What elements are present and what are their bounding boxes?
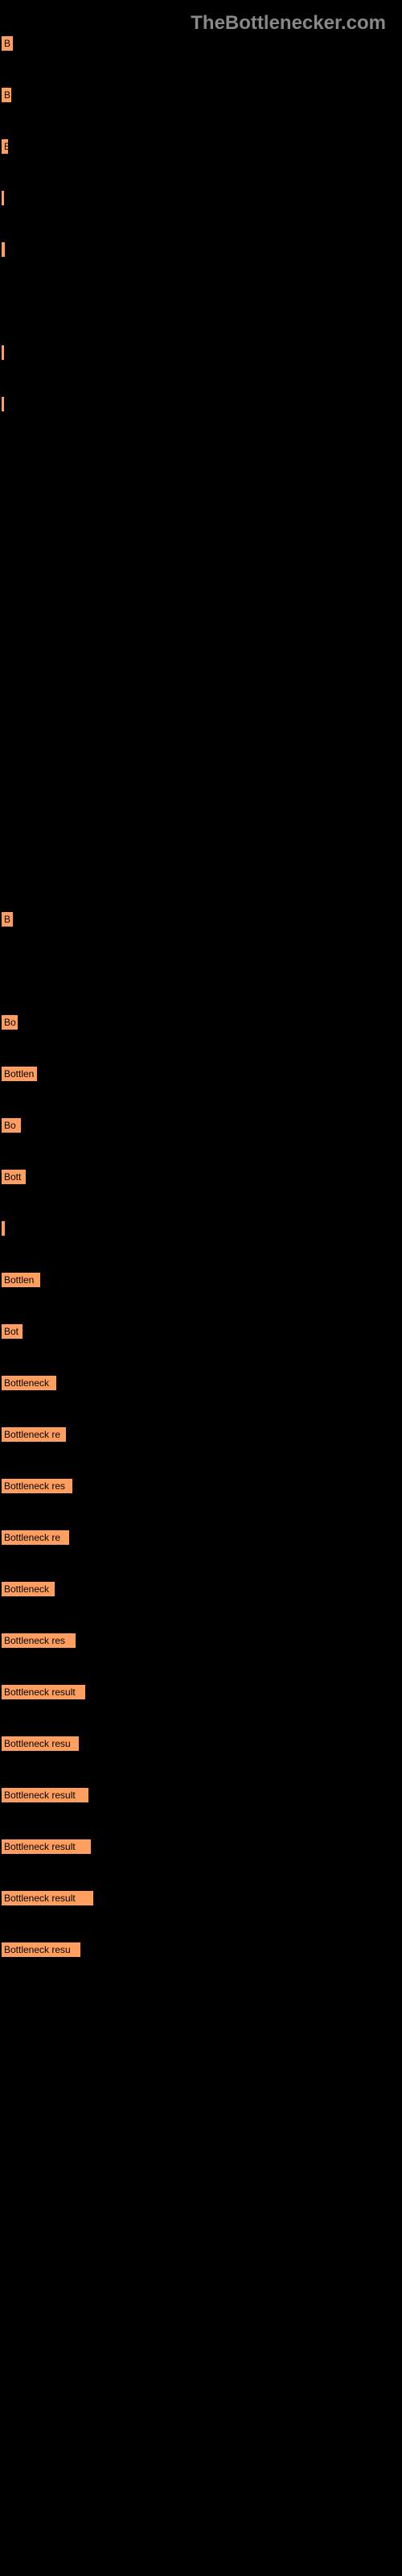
watermark-text: TheBottlenecker.com — [0, 0, 402, 35]
bar-row — [0, 601, 402, 619]
bar-row: Bottleneck result — [0, 1683, 402, 1701]
bar-row — [0, 756, 402, 774]
bar-row: Bottleneck res — [0, 1477, 402, 1495]
bar-row: Bottleneck res — [0, 1632, 402, 1649]
empty-bar — [0, 601, 402, 619]
bar-row: Bottleneck result — [0, 1786, 402, 1804]
chart-bar: Bottleneck re — [0, 1426, 68, 1443]
bar-row: B — [0, 138, 402, 155]
bar-row: Bo — [0, 1117, 402, 1134]
empty-bar — [0, 447, 402, 464]
chart-bar: Bottleneck res — [0, 1477, 74, 1495]
empty-bar — [0, 704, 402, 722]
chart-bar — [0, 241, 6, 258]
chart-bar: Bottleneck resu — [0, 1735, 80, 1752]
bar-chart: B B B B Bo Bottlen Bo Bott Bottlen Bot Bottleneck B… — [0, 35, 402, 1959]
bar-row: Bottleneck resu — [0, 1941, 402, 1959]
bar-row: B — [0, 86, 402, 104]
bar-row — [0, 189, 402, 207]
chart-bar: Bo — [0, 1117, 23, 1134]
chart-bar — [0, 189, 6, 207]
chart-bar: Bottleneck result — [0, 1786, 90, 1804]
empty-bar — [0, 653, 402, 671]
bar-row: Bo — [0, 1013, 402, 1031]
bar-row — [0, 962, 402, 980]
bar-row: B — [0, 910, 402, 928]
bar-row — [0, 498, 402, 516]
bar-row — [0, 344, 402, 361]
bar-row — [0, 241, 402, 258]
chart-bar: B — [0, 138, 10, 155]
chart-bar: Bottleneck re — [0, 1529, 71, 1546]
chart-bar: Bottleneck res — [0, 1632, 77, 1649]
bar-row: Bott — [0, 1168, 402, 1186]
empty-bar — [0, 962, 402, 980]
bar-row — [0, 395, 402, 413]
chart-bar: Bottleneck result — [0, 1683, 87, 1701]
chart-bar: Bottleneck — [0, 1374, 58, 1392]
chart-bar — [0, 395, 6, 413]
empty-bar — [0, 498, 402, 516]
chart-bar — [0, 344, 6, 361]
chart-bar: Bottleneck — [0, 1580, 56, 1598]
empty-bar — [0, 550, 402, 568]
bar-row — [0, 704, 402, 722]
empty-bar — [0, 756, 402, 774]
bar-row: Bottleneck — [0, 1580, 402, 1598]
bar-row — [0, 550, 402, 568]
chart-bar: Bot — [0, 1323, 24, 1340]
chart-bar: Bottlen — [0, 1065, 39, 1083]
chart-bar: Bott — [0, 1168, 27, 1186]
chart-bar: B — [0, 35, 14, 52]
bar-row: Bottleneck re — [0, 1529, 402, 1546]
chart-bar: Bottleneck result — [0, 1838, 92, 1856]
bar-row: Bottleneck — [0, 1374, 402, 1392]
chart-bar: Bottleneck resu — [0, 1941, 82, 1959]
empty-bar — [0, 807, 402, 825]
bar-row — [0, 653, 402, 671]
bar-row: Bottleneck re — [0, 1426, 402, 1443]
bar-row — [0, 1220, 402, 1237]
bar-row: Bot — [0, 1323, 402, 1340]
bar-row — [0, 292, 402, 310]
chart-bar: B — [0, 910, 14, 928]
bar-row: Bottleneck resu — [0, 1735, 402, 1752]
bar-row: B — [0, 35, 402, 52]
chart-bar: Bottlen — [0, 1271, 42, 1289]
chart-bar — [0, 1220, 6, 1237]
empty-bar — [0, 292, 402, 310]
bar-row: Bottleneck result — [0, 1838, 402, 1856]
bar-row — [0, 859, 402, 877]
chart-bar: Bottleneck result — [0, 1889, 95, 1907]
empty-bar — [0, 859, 402, 877]
bar-row: Bottleneck result — [0, 1889, 402, 1907]
chart-bar: B — [0, 86, 13, 104]
bar-row: Bottlen — [0, 1271, 402, 1289]
chart-bar: Bo — [0, 1013, 19, 1031]
bar-row — [0, 447, 402, 464]
bar-row: Bottlen — [0, 1065, 402, 1083]
bar-row — [0, 807, 402, 825]
